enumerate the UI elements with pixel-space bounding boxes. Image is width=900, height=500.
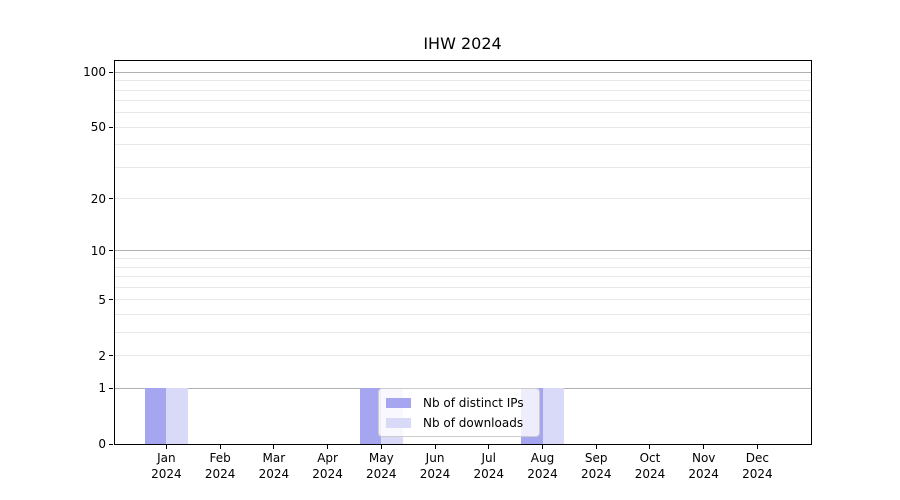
- y-gridline-minor: [114, 286, 811, 288]
- y-tick-mark: [109, 126, 113, 128]
- y-gridline-minor: [114, 112, 811, 114]
- legend-label-distinct-ips: Nb of distinct IPs: [423, 395, 524, 410]
- y-tick-label: 5: [98, 292, 106, 307]
- y-tick-label: 10: [90, 243, 106, 258]
- y-tick-label: 50: [90, 120, 106, 135]
- x-tick-label: Apr 2024: [312, 451, 343, 481]
- legend-item-distinct-ips: Nb of distinct IPs: [386, 393, 532, 412]
- x-tick-mark: [219, 445, 221, 449]
- y-gridline-minor: [114, 258, 811, 260]
- x-tick-mark: [434, 445, 436, 449]
- legend-item-downloads: Nb of downloads: [386, 413, 532, 432]
- y-gridline-minor: [114, 80, 811, 82]
- x-tick-label: Mar 2024: [258, 451, 290, 481]
- bar-downloads-aug: [542, 388, 564, 444]
- y-tick-label: 0: [98, 437, 106, 451]
- y-gridline-minor: [114, 167, 811, 168]
- x-tick-mark: [488, 445, 490, 449]
- x-tick-mark: [327, 445, 329, 449]
- y-tick-mark: [109, 443, 113, 445]
- y-gridline-minor: [114, 331, 811, 333]
- y-gridline-minor: [114, 276, 811, 278]
- x-tick-label: Jul 2024: [473, 451, 505, 481]
- x-tick-mark: [595, 445, 597, 449]
- legend-swatch-downloads-icon: [386, 417, 411, 428]
- x-tick-label: Nov 2024: [688, 451, 719, 481]
- y-gridline-minor: [114, 355, 811, 357]
- x-tick-label: Oct 2024: [634, 451, 666, 481]
- bar-downloads-jan: [166, 388, 188, 444]
- y-tick-mark: [109, 71, 113, 73]
- x-tick-label: Jan 2024: [151, 451, 182, 481]
- y-gridline-minor: [114, 198, 811, 200]
- y-gridline-minor: [114, 89, 811, 91]
- y-gridline-minor: [114, 266, 811, 268]
- y-tick-label: 20: [90, 191, 106, 206]
- legend-swatch-distinct-ips-icon: [386, 397, 411, 408]
- x-tick-mark: [703, 445, 705, 449]
- legend: Nb of distinct IPs Nb of downloads: [378, 388, 540, 437]
- bar-distinct-ips-jan: [144, 388, 167, 444]
- y-gridline-minor: [114, 100, 811, 102]
- y-gridline-minor: [114, 126, 811, 128]
- x-tick-label: Dec 2024: [742, 451, 773, 481]
- y-gridline-minor: [114, 144, 811, 146]
- y-tick-mark: [109, 250, 113, 252]
- x-tick-mark: [542, 445, 543, 449]
- x-tick-label: Jun 2024: [419, 451, 451, 481]
- y-gridline-major: [114, 71, 811, 73]
- legend-label-downloads: Nb of downloads: [423, 415, 524, 430]
- x-tick-label: Feb 2024: [204, 451, 236, 481]
- x-tick-mark: [165, 445, 167, 449]
- y-tick-mark: [109, 387, 113, 389]
- x-tick-label: Sep 2024: [580, 451, 612, 481]
- y-gridline-minor: [114, 313, 811, 315]
- y-tick-label: 100: [83, 65, 106, 80]
- x-tick-mark: [273, 445, 275, 449]
- x-tick-label: Aug 2024: [527, 451, 558, 481]
- y-tick-mark: [109, 355, 113, 357]
- y-gridline-major: [114, 250, 811, 252]
- y-tick-label: 2: [98, 348, 106, 363]
- y-tick-mark: [109, 198, 113, 200]
- bar-distinct-ips-may: [359, 388, 382, 444]
- x-tick-mark: [756, 445, 758, 449]
- y-tick-label: 1: [98, 381, 106, 396]
- chart-title: IHW 2024: [423, 34, 502, 53]
- y-gridline-minor: [114, 299, 811, 301]
- y-tick-mark: [109, 299, 113, 301]
- x-tick-mark: [649, 445, 651, 449]
- x-tick-mark: [380, 445, 382, 449]
- x-tick-label: May 2024: [366, 451, 397, 481]
